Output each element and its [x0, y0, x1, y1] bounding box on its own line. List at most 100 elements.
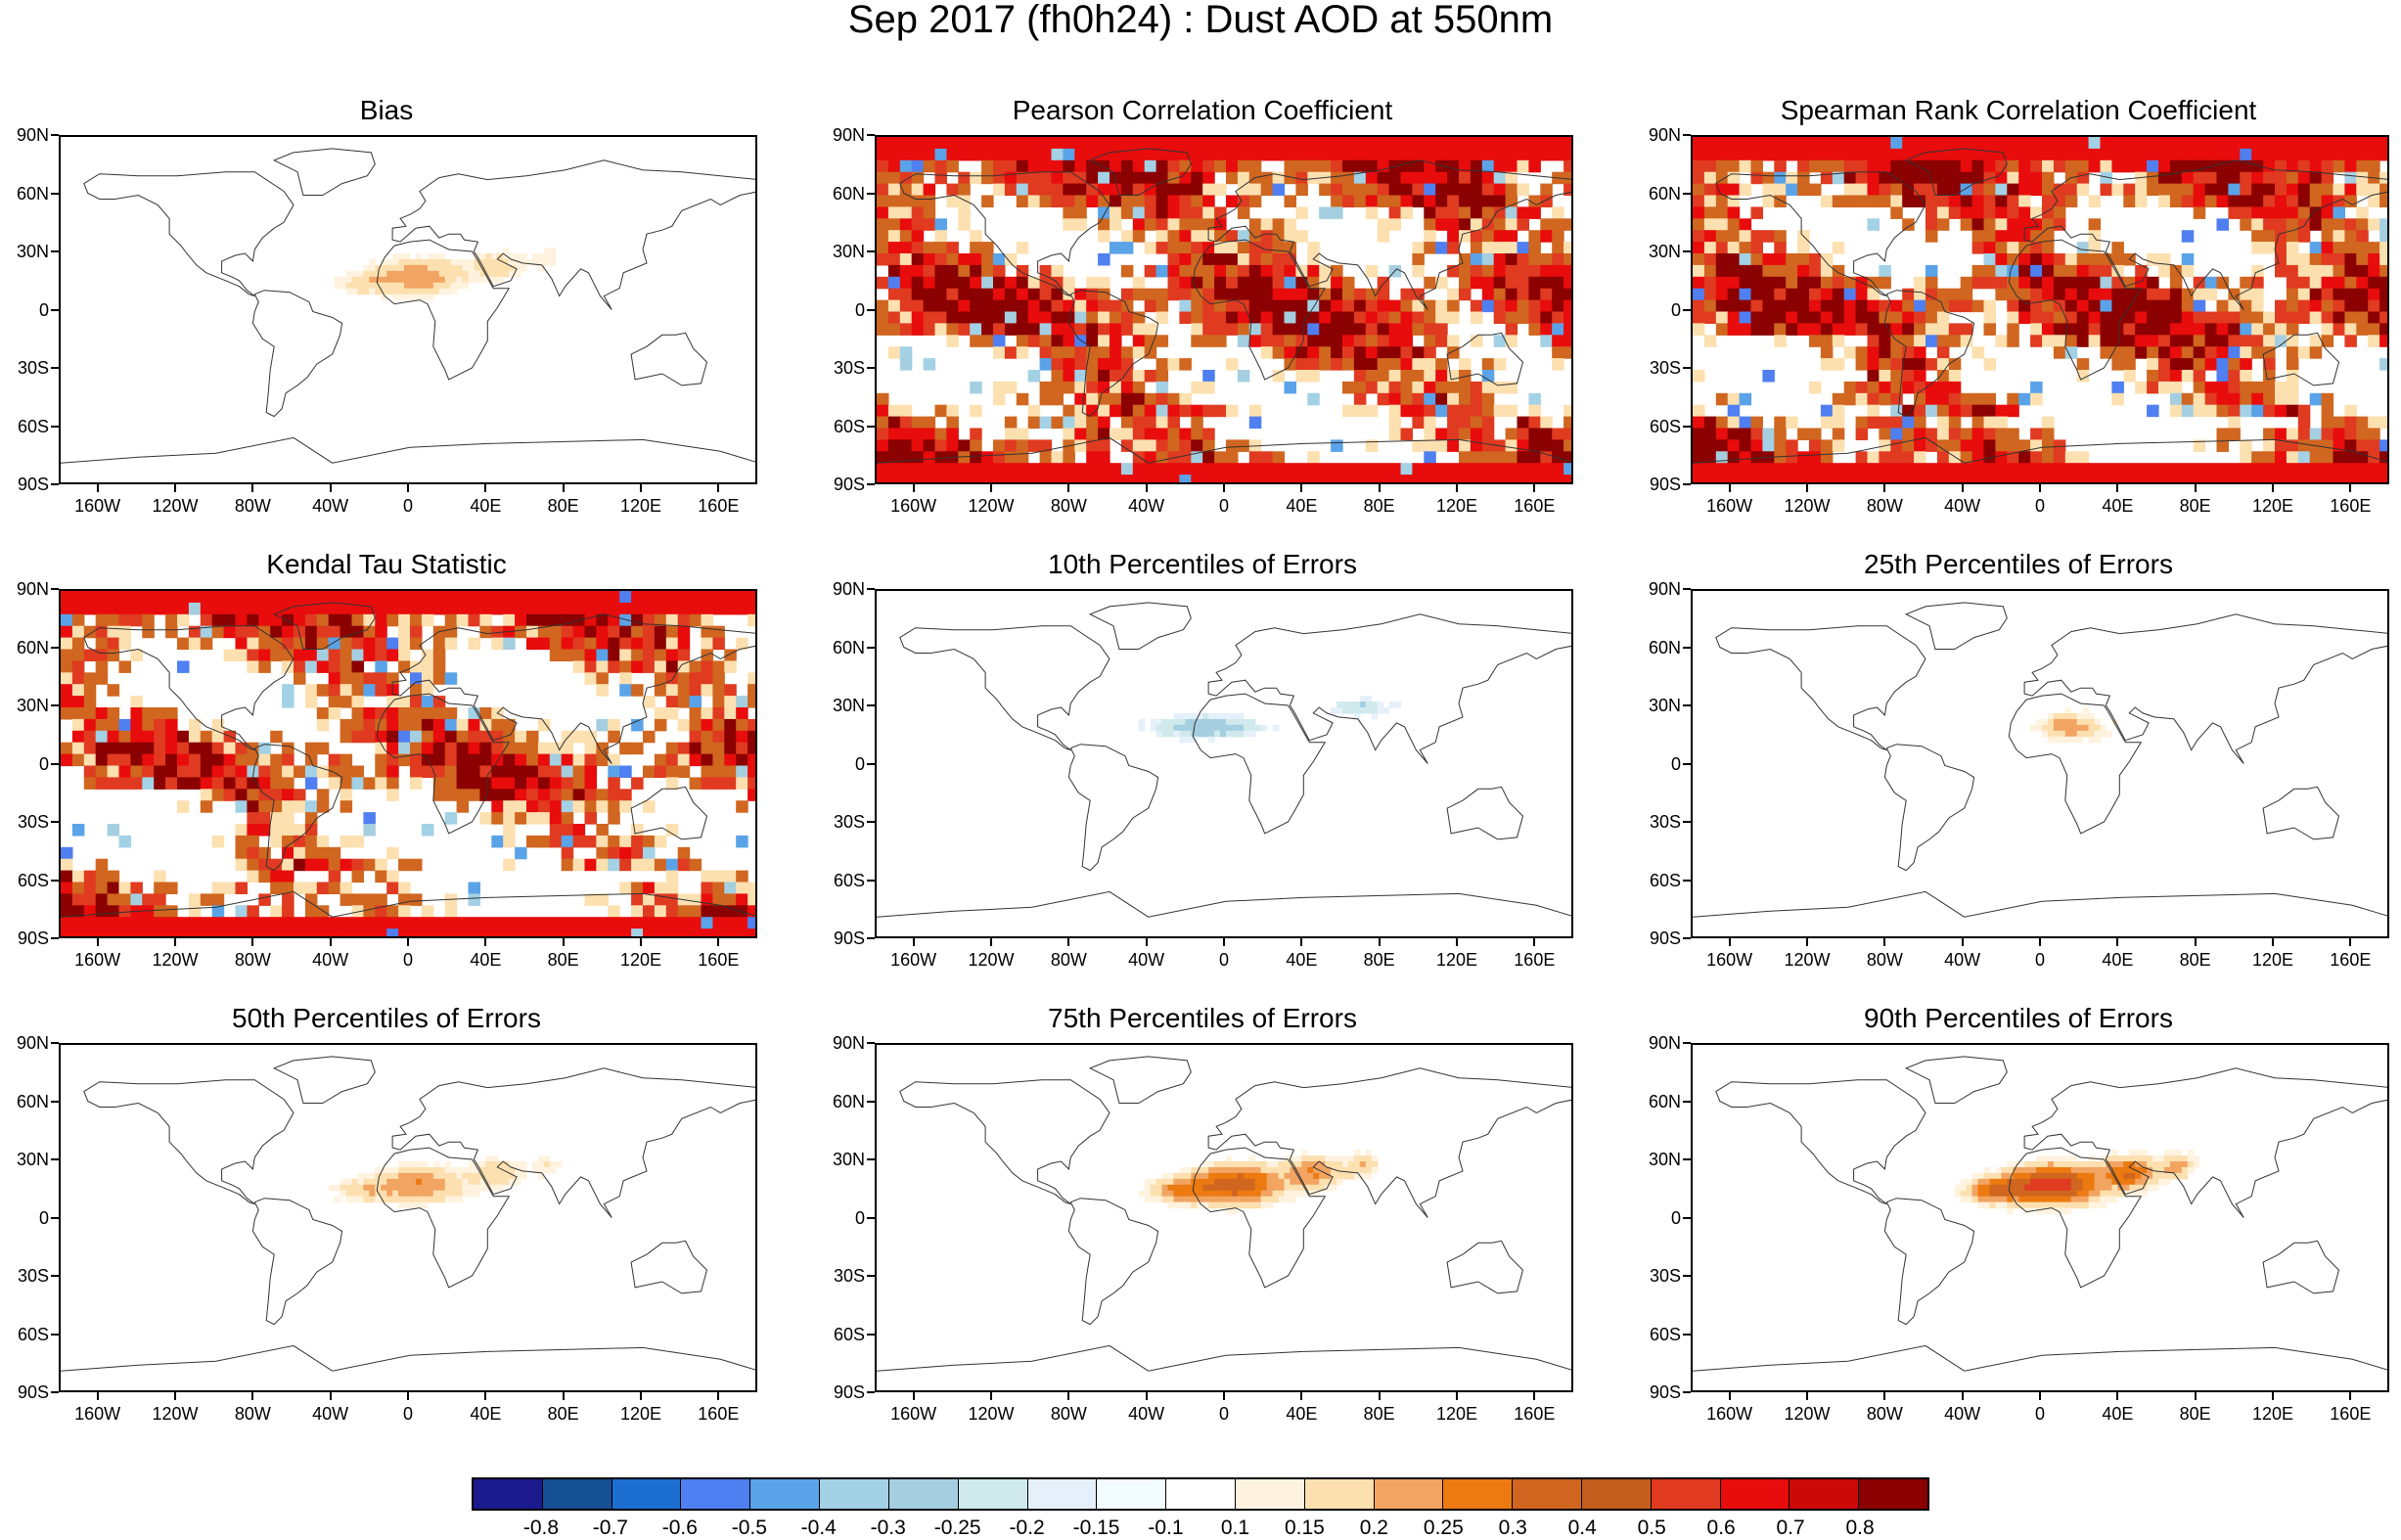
lon-tick-label: 40E	[451, 1403, 520, 1425]
lon-tick	[1146, 484, 1148, 492]
heat-cell	[877, 417, 889, 430]
heat-cell	[422, 1173, 429, 1180]
heat-cell	[1202, 1173, 1209, 1180]
lon-tick	[640, 1392, 642, 1400]
heat-cell	[1482, 206, 1495, 219]
heat-cell	[1868, 137, 1880, 150]
heat-cell	[1226, 172, 1239, 185]
heat-cell	[1214, 451, 1227, 464]
heat-cell	[900, 429, 913, 441]
heat-cell	[1925, 196, 1938, 208]
heat-cell	[1133, 463, 1146, 476]
heat-cell	[1494, 137, 1507, 150]
heat-cell	[1937, 417, 1950, 430]
heat-cell	[2042, 429, 2055, 441]
heat-cell	[1285, 382, 1297, 394]
heat-cell	[1424, 405, 1436, 418]
coastline-greenland	[274, 1057, 375, 1104]
heat-cell	[1273, 1173, 1280, 1180]
heat-cell	[619, 917, 632, 929]
heat-cell	[1331, 160, 1343, 173]
heat-cell	[2322, 277, 2334, 290]
lon-tick-label: 120E	[1423, 1403, 1491, 1425]
heat-cell	[2111, 382, 2124, 394]
heat-cell	[317, 917, 330, 929]
heat-cell	[2275, 451, 2288, 464]
heat-cell	[2042, 184, 2055, 197]
heat-cell	[666, 754, 679, 767]
heat-cell	[1856, 172, 1869, 185]
heat-cell	[2158, 475, 2171, 484]
heat-cell	[877, 196, 889, 208]
heat-cell	[1028, 463, 1041, 476]
heat-cell	[130, 696, 143, 708]
heat-cell	[428, 265, 434, 272]
heat-cell	[596, 591, 609, 604]
heat-cell	[1214, 265, 1227, 278]
heat-cell	[515, 253, 521, 260]
heat-cell	[1249, 1185, 1256, 1192]
heat-cell	[340, 591, 353, 604]
heat-cell	[958, 463, 971, 476]
heat-cell	[655, 707, 667, 720]
heat-cell	[1017, 289, 1029, 301]
heat-cell	[61, 672, 73, 685]
heat-cell	[1261, 346, 1274, 359]
heat-cell	[433, 707, 446, 720]
heat-cell	[497, 265, 504, 272]
heat-cell	[1821, 335, 1834, 347]
heat-cell	[1005, 137, 1018, 150]
heat-cell	[1844, 300, 1857, 313]
heat-cell	[573, 789, 586, 801]
heat-cell	[1821, 358, 1834, 371]
heat-cell	[1518, 265, 1530, 278]
heat-cell	[724, 871, 737, 883]
heat-cell	[84, 707, 97, 720]
lat-tick	[867, 1158, 875, 1160]
heat-cell	[550, 1167, 557, 1174]
heat-cell	[619, 789, 632, 801]
heat-cell	[416, 1191, 423, 1198]
heat-cell	[1226, 725, 1233, 732]
lat-tick-label: 90N	[0, 579, 49, 599]
heat-cell	[392, 1197, 399, 1203]
heat-cell	[1214, 725, 1221, 732]
heat-cell	[410, 1161, 417, 1168]
heat-cell	[1331, 149, 1343, 161]
heat-cell	[736, 871, 748, 883]
heat-cell	[900, 323, 913, 336]
heat-cell	[177, 614, 190, 627]
heat-cell	[1307, 160, 1320, 173]
heat-cell	[1162, 1179, 1169, 1186]
heat-cell	[538, 754, 551, 767]
heat-cell	[2007, 1161, 2014, 1168]
heat-cell	[585, 812, 598, 825]
heat-cell	[1494, 149, 1507, 161]
heat-cell	[1482, 393, 1495, 406]
heat-cell	[2356, 253, 2369, 266]
heat-cell	[369, 1185, 376, 1192]
heat-cell	[497, 1173, 504, 1180]
heat-cell	[888, 172, 901, 185]
heat-cell	[1540, 253, 1553, 266]
heat-cell	[410, 754, 423, 767]
heat-cell	[1052, 265, 1065, 278]
heat-cell	[1214, 1202, 1221, 1209]
heat-cell	[2205, 463, 2218, 476]
heat-cell	[1833, 417, 1845, 430]
heat-cell	[2275, 475, 2288, 484]
heat-cell	[1005, 323, 1018, 336]
heat-cell	[1540, 475, 1553, 484]
heat-cell	[1494, 242, 1507, 254]
heat-cell	[96, 719, 109, 732]
heat-cell	[2322, 253, 2334, 266]
lon-tick	[251, 1392, 253, 1400]
heat-cell	[236, 800, 249, 813]
heat-cell	[2228, 346, 2241, 359]
heat-cell	[445, 603, 458, 615]
heat-cell	[2368, 439, 2380, 452]
heat-cell	[1844, 393, 1857, 406]
heat-cell	[690, 929, 702, 938]
heat-cell	[1424, 475, 1436, 484]
heat-cell	[1552, 335, 1564, 347]
